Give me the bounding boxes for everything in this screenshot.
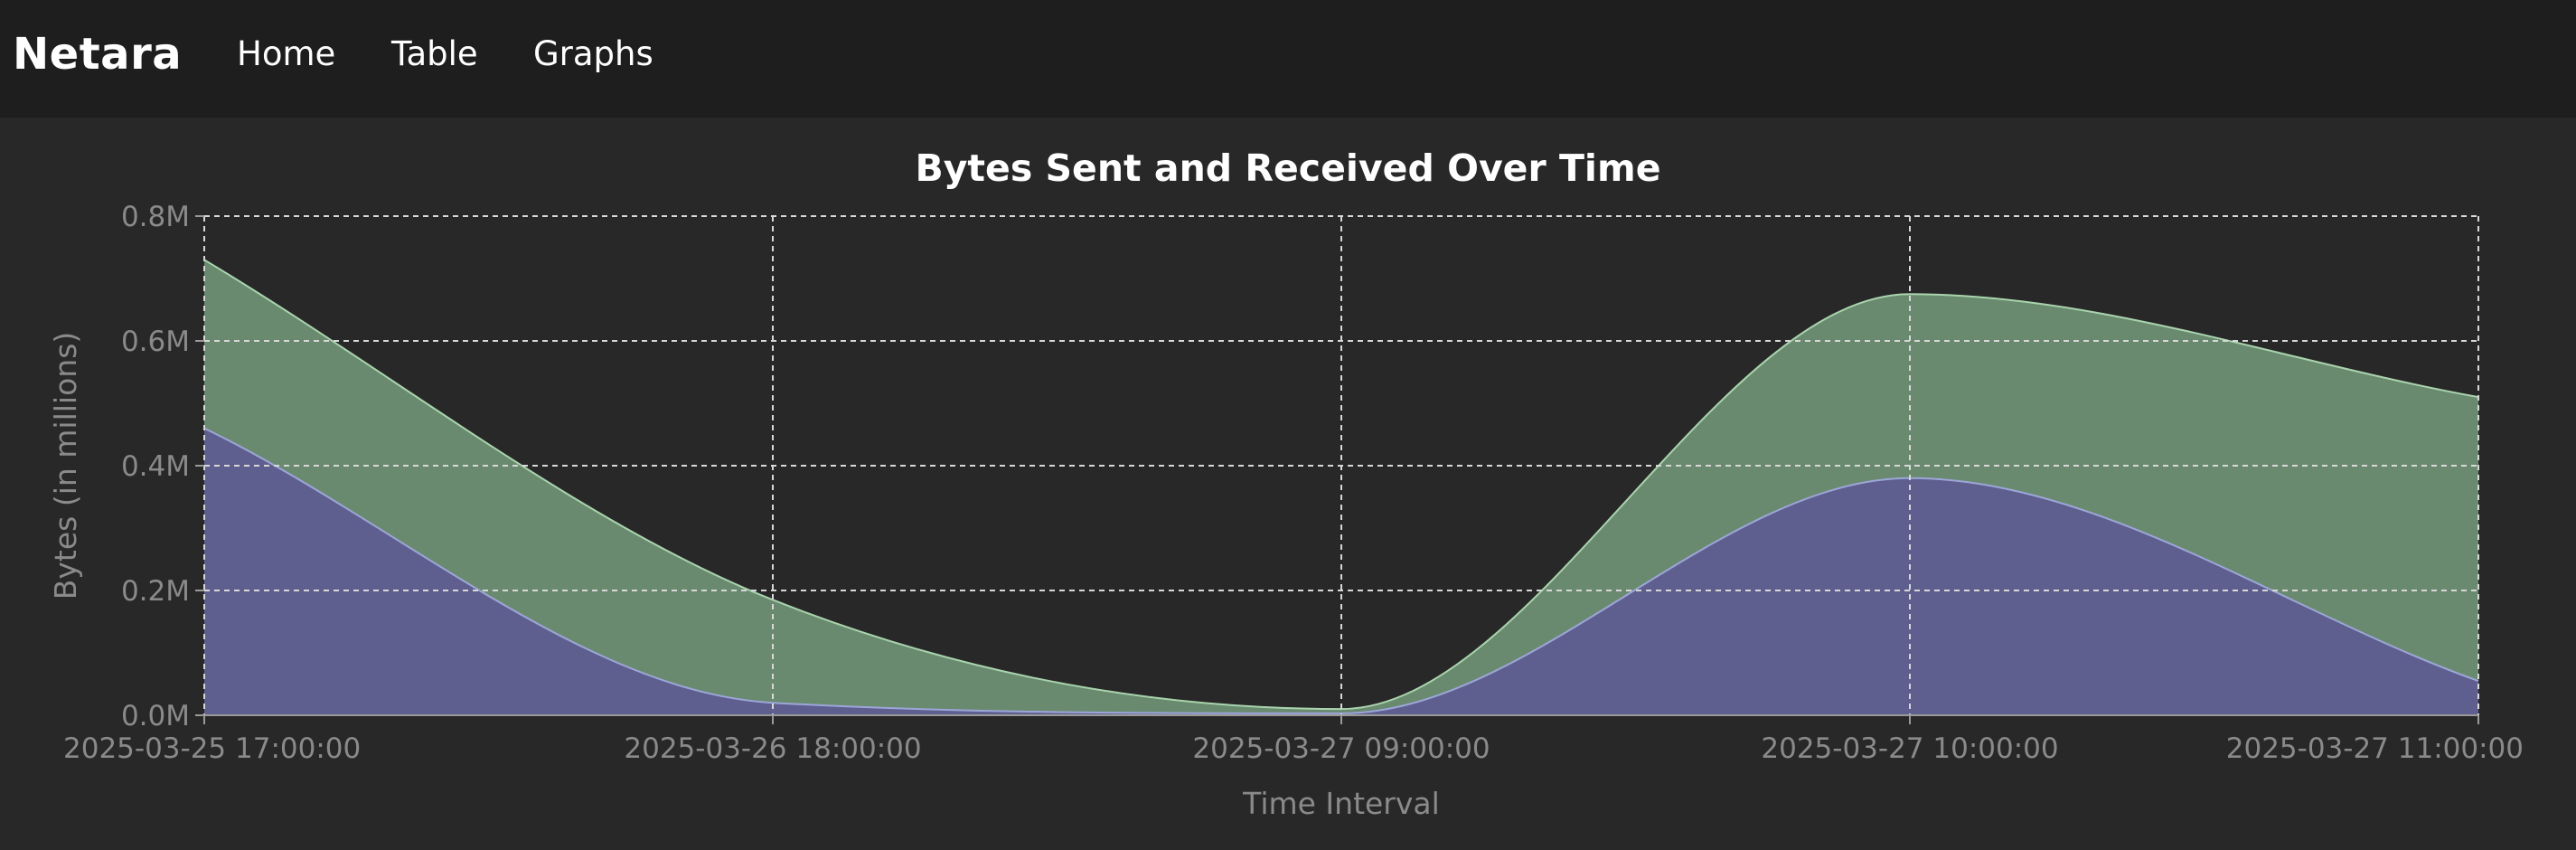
x-tick-label: 2025-03-27 10:00:00 [1761,732,2058,765]
x-axis-label: Time Interval [1242,786,1440,821]
x-tick-label: 2025-03-26 18:00:00 [624,732,921,765]
y-axis-label: Bytes (in millions) [48,332,83,600]
y-tick-label: 0.6M [121,326,190,358]
navbar: Netara Home Table Graphs [0,0,2576,118]
chart-area: Bytes Sent and Received Over Time Bytes … [0,118,2576,846]
nav-link-graphs[interactable]: Graphs [533,34,653,73]
nav-link-home[interactable]: Home [237,34,336,73]
x-tick-label: 2025-03-27 11:00:00 [2226,732,2524,765]
brand-logo[interactable]: Netara [13,29,183,80]
chart-title: Bytes Sent and Received Over Time [915,146,1660,190]
line-series-received-top [203,259,2479,711]
y-tick-label: 0.4M [121,450,190,483]
line-series-sent-top [203,427,2479,714]
y-tick-label: 0.8M [121,201,190,233]
area-chart: Bytes Sent and Received Over Time Bytes … [48,146,2524,821]
y-tick-label: 0.2M [121,575,190,608]
x-tick-label: 2025-03-25 17:00:00 [63,732,361,765]
nav-link-table[interactable]: Table [391,34,478,73]
y-tick-label: 0.0M [121,700,190,732]
x-tick-label: 2025-03-27 09:00:00 [1192,732,1490,765]
